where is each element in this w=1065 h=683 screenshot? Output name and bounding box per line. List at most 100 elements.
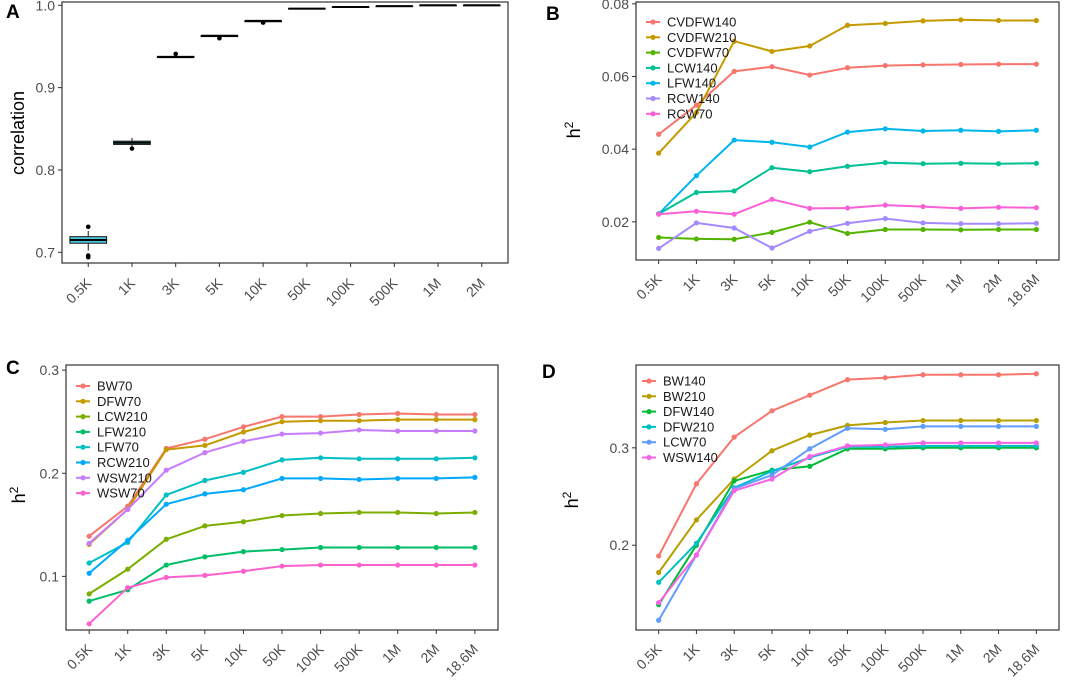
series-point-rcw140	[769, 245, 775, 251]
series-point-lcw70	[1033, 423, 1039, 429]
series-point-lcw210	[202, 523, 208, 529]
series-point-bw140	[920, 372, 926, 378]
series-point-dfw70	[395, 417, 401, 423]
panel-d-x-tick-label: 500K	[895, 640, 930, 675]
series-point-lcw210	[240, 519, 247, 525]
series-point-bw210	[920, 417, 926, 424]
series-point-lfw140	[995, 128, 1002, 134]
series-point-rcw210	[472, 474, 478, 480]
series-point-wsw210	[163, 467, 169, 473]
series-point-cvdfw210	[844, 22, 851, 28]
box-outlier	[85, 254, 91, 260]
legend-label-cvdfw70: CVDFW70	[667, 45, 729, 60]
series-point-lcw140	[882, 160, 888, 166]
series-point-bw140	[995, 372, 1002, 378]
series-point-dfw70	[356, 418, 362, 424]
series-point-wsw70	[317, 562, 324, 568]
panel-b-x-tick-label: 5K	[755, 270, 779, 294]
series-point-bw70	[279, 413, 285, 420]
panel-b-y-tick-label: 0.06	[602, 68, 629, 84]
legend-label-wsw70: WSW70	[97, 486, 145, 501]
series-point-dfw140	[731, 478, 737, 484]
series-point-bw70	[86, 533, 92, 539]
series-point-bw140	[731, 434, 737, 440]
panel-d-x-tick-label: 5K	[755, 640, 779, 664]
panel-b-y-tick-label: 0.08	[602, 0, 629, 12]
series-line-wsw140	[657, 441, 1037, 604]
panel-b: B h2 0.02 0.04 0.06 0.08 0.5K 1K 3K 5K 10K 50K 10…	[546, 0, 1060, 310]
panel-c-x-tick-label: 100K	[292, 640, 327, 675]
legend-key-point-cvdfw70	[650, 50, 656, 56]
series-point-bw70	[240, 424, 247, 430]
series-point-lcw140	[920, 161, 926, 167]
legend-label-bw70: BW70	[97, 379, 132, 394]
panel-b-x-tick-label: 0.5K	[633, 270, 665, 302]
series-point-cvdfw140	[807, 72, 813, 78]
series-point-bw140	[882, 375, 888, 381]
series-line-dfw210	[657, 444, 1037, 583]
box-0-5k	[69, 224, 108, 260]
series-point-bw210	[882, 419, 888, 426]
panel-b-y-axis-title-base: h	[564, 128, 584, 138]
series-cvdfw70	[656, 219, 1039, 242]
panel-c-label: C	[6, 358, 20, 379]
series-point-bw210	[769, 448, 775, 454]
series-point-cvdfw210	[995, 17, 1002, 24]
legend-label-lfw210: LFW210	[97, 424, 146, 439]
series-point-cvdfw140	[995, 61, 1002, 67]
series-point-lfw70	[317, 455, 324, 461]
panel-d-label: D	[542, 362, 556, 383]
series-point-bw70	[317, 413, 324, 420]
panel-b-y-tick-label: 0.02	[602, 214, 629, 230]
panel-c-x-tick-label: 10K	[221, 640, 250, 669]
series-point-rcw210	[163, 501, 169, 507]
series-point-cvdfw70	[769, 229, 775, 235]
panel-b-x-tick-label: 1K	[679, 270, 703, 294]
legend-label-wsw210: WSW210	[97, 470, 152, 485]
series-point-wsw70	[472, 562, 478, 568]
panel-d-x-tick-label: 50K	[825, 640, 854, 669]
series-point-lcw70	[882, 426, 888, 432]
series-point-cvdfw140	[656, 131, 662, 137]
series-point-lcw210	[317, 510, 324, 517]
series-point-cvdfw70	[656, 234, 662, 241]
series-point-rcw210	[202, 491, 208, 497]
series-point-rcw210	[395, 475, 401, 482]
series-point-rcw140	[731, 225, 737, 231]
series-point-wsw210	[86, 540, 92, 546]
panel-c-x-tick-label: 2M	[417, 641, 442, 666]
series-point-cvdfw70	[1033, 226, 1039, 233]
series-point-cvdfw140	[731, 68, 737, 75]
series-point-rcw140	[693, 220, 700, 226]
panel-b-y-axis-title: h2	[562, 121, 584, 138]
series-point-rcw140	[920, 220, 926, 226]
series-bw140	[656, 371, 1039, 559]
series-point-dfw210	[693, 540, 700, 546]
panel-c-y-axis-title-base: h	[9, 493, 29, 503]
series-cvdfw140	[656, 61, 1039, 137]
box-2m	[462, 4, 501, 7]
series-point-wsw70	[395, 562, 401, 568]
series-point-cvdfw70	[693, 236, 700, 242]
series-line-wsw210	[88, 429, 475, 545]
series-point-lfw140	[882, 126, 888, 132]
series-point-lcw140	[958, 160, 964, 166]
series-point-bw210	[693, 517, 700, 523]
series-point-rcw210	[240, 487, 247, 493]
series-point-cvdfw210	[693, 109, 700, 116]
series-lcw140	[656, 160, 1039, 217]
series-point-cvdfw210	[731, 38, 737, 44]
series-point-lcw210	[86, 591, 92, 597]
legend-key-point-rcw70	[650, 111, 656, 117]
series-point-wsw70	[279, 563, 285, 569]
series-point-wsw210	[356, 427, 362, 433]
panel-a-x-tick-label: 50K	[284, 274, 313, 303]
series-point-lcw140	[693, 189, 700, 196]
series-point-lfw140	[958, 127, 964, 133]
series-point-cvdfw210	[807, 43, 813, 49]
series-point-rcw70	[1033, 205, 1039, 211]
panel-a-plot-frame	[61, 1, 509, 264]
series-cvdfw210	[656, 17, 1039, 156]
panel-c-x-tick-label: 5K	[188, 640, 212, 664]
